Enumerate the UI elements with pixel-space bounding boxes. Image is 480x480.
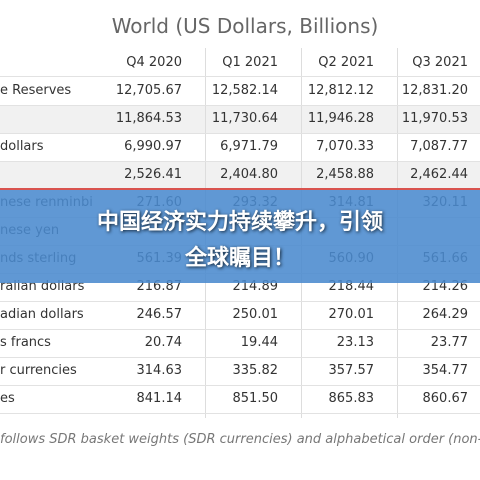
cell-value: 335.82	[232, 363, 279, 378]
cell-value: 357.57	[328, 363, 375, 378]
cell-value: 264.29	[422, 307, 469, 322]
cell-value: 2,462.44	[410, 167, 468, 182]
cell-value: 23.77	[430, 335, 468, 350]
row-shade	[0, 105, 480, 133]
row-rule	[0, 385, 480, 386]
cell-value: 250.01	[232, 307, 279, 322]
cell-value: 7,087.77	[410, 139, 468, 154]
row-label: dollars	[0, 139, 44, 154]
cell-value: 20.74	[144, 335, 182, 350]
cell-value: 12,812.12	[307, 83, 374, 98]
row-rule	[0, 357, 480, 358]
cell-value: 12,582.14	[211, 83, 278, 98]
banner-text: 中国经济实力持续攀升，引领	[96, 210, 383, 235]
column-header: Q4 2020	[126, 55, 182, 70]
table-title: World (US Dollars, Billions)	[111, 14, 379, 38]
row-rule	[0, 413, 480, 414]
cell-value: 12,831.20	[401, 83, 468, 98]
cell-value: 865.83	[328, 391, 375, 406]
row-rule	[0, 161, 480, 162]
cell-value: 6,990.97	[124, 139, 182, 154]
cell-value: 12,705.67	[115, 83, 182, 98]
banner	[0, 190, 480, 283]
cell-value: 11,946.28	[307, 111, 374, 126]
cell-value: 354.77	[422, 363, 469, 378]
header-rule	[0, 76, 480, 77]
cell-value: 11,730.64	[211, 111, 278, 126]
cell-value: 2,404.80	[220, 167, 278, 182]
row-label: e Reserves	[0, 83, 72, 98]
cell-value: 314.63	[136, 363, 183, 378]
highlight-line	[0, 188, 480, 190]
cell-value: 6,971.79	[220, 139, 278, 154]
column-header: Q2 2021	[318, 55, 374, 70]
cell-value: 11,864.53	[115, 111, 182, 126]
cell-value: 841.14	[136, 391, 183, 406]
column-header: Q1 2021	[222, 55, 278, 70]
cell-value: 2,458.88	[316, 167, 374, 182]
cell-value: 2,526.41	[124, 167, 182, 182]
cell-value: 11,970.53	[401, 111, 468, 126]
row-rule	[0, 329, 480, 330]
cell-value: 246.57	[136, 307, 183, 322]
row-rule	[0, 105, 480, 106]
row-label: adian dollars	[0, 307, 84, 322]
row-rule	[0, 133, 480, 134]
banner-text: 全球瞩目！	[184, 246, 295, 271]
cell-value: 7,070.33	[316, 139, 374, 154]
row-shade	[0, 161, 480, 189]
row-rule	[0, 301, 480, 302]
cell-value: 851.50	[232, 391, 279, 406]
row-label: es	[0, 391, 15, 406]
cell-value: 860.67	[422, 391, 469, 406]
cell-value: 23.13	[336, 335, 374, 350]
row-label: r currencies	[0, 363, 77, 378]
footnote: follows SDR basket weights (SDR currenci…	[0, 432, 480, 447]
column-header: Q3 2021	[412, 55, 468, 70]
cell-value: 19.44	[240, 335, 278, 350]
cell-value: 270.01	[328, 307, 375, 322]
row-label: s francs	[0, 335, 51, 350]
